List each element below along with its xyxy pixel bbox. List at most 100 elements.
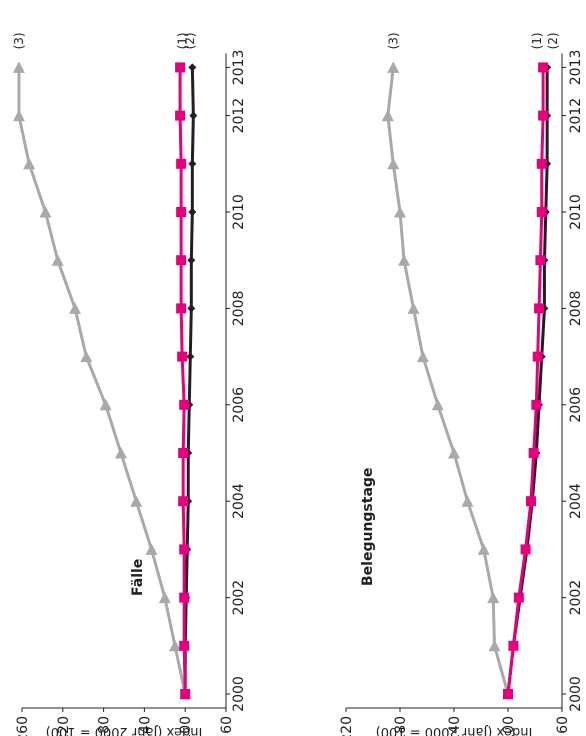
data-point: [188, 208, 197, 216]
data-point: [179, 640, 190, 651]
series-3: (3): [12, 32, 192, 700]
data-point: [130, 495, 143, 507]
data-point: [448, 447, 460, 459]
data-point: [407, 302, 420, 314]
data-point: [69, 302, 82, 314]
data-point: [177, 351, 188, 362]
data-point: [187, 256, 196, 265]
data-point: [179, 544, 190, 555]
data-point: [508, 640, 519, 651]
series-line: [506, 67, 545, 695]
series-label: (1): [530, 32, 544, 49]
data-point: [387, 61, 400, 73]
series-2: (2): [175, 32, 197, 699]
data-point: [534, 303, 545, 314]
x-tick-label: 2006: [231, 387, 247, 423]
x-tick-label: 2008: [568, 291, 584, 327]
x-tick-label: 2002: [231, 580, 247, 616]
series-label: (2): [546, 32, 560, 49]
data-point: [189, 111, 198, 120]
data-point: [538, 62, 549, 73]
data-point: [513, 592, 524, 603]
data-point: [12, 109, 25, 122]
data-point: [99, 398, 112, 411]
x-tick-label: 2010: [568, 194, 584, 230]
data-point: [387, 157, 400, 170]
data-point: [51, 254, 64, 266]
data-point: [525, 496, 536, 507]
series-label: (1): [175, 32, 189, 49]
data-point: [188, 159, 197, 168]
data-point: [145, 543, 158, 555]
y-tick-label: 180: [393, 716, 409, 736]
data-point: [186, 352, 195, 361]
y-tick-label: 100: [501, 716, 517, 736]
y-tick-label: 60: [555, 716, 571, 734]
chart-title: Belegungstage: [360, 468, 376, 586]
y-axis-title: Index (Jahr 2000 = 100): [46, 724, 203, 736]
data-point: [487, 591, 500, 604]
data-point: [12, 61, 25, 73]
data-point: [158, 591, 171, 604]
x-tick-label: 2010: [231, 194, 247, 230]
series-line: [178, 67, 187, 695]
x-tick-label: 2013: [568, 50, 584, 86]
data-point: [178, 496, 189, 507]
x-tick-label: 2012: [568, 98, 584, 134]
x-tick-label: 2006: [568, 387, 584, 423]
data-point: [538, 110, 549, 121]
data-point: [176, 158, 187, 169]
series-line: [17, 67, 187, 695]
chart-panel-1: 2000 2002 2004 2006 2008 2010 2012 2013 60 100 140…: [339, 32, 584, 736]
data-point: [188, 63, 197, 72]
data-point: [536, 207, 547, 217]
data-point: [114, 447, 127, 459]
y-tick-label: 220: [339, 716, 355, 736]
chart-panel-2: 2000 2002 2004 2006 2008 2010 2012 2013 60 100 140…: [12, 32, 247, 736]
data-point: [461, 495, 474, 507]
series-line: [386, 67, 510, 695]
data-point: [176, 255, 187, 266]
x-tick-label: 2008: [231, 291, 247, 327]
data-point: [503, 689, 513, 699]
series-label: (2): [183, 32, 197, 49]
y-tick-label: 220: [56, 716, 72, 736]
y-axis-title: Index (Jahr 2000 = 100): [376, 724, 533, 736]
data-point: [531, 399, 542, 410]
y-tick-label: 100: [178, 716, 194, 736]
data-point: [394, 206, 406, 218]
y-tick-label: 140: [137, 716, 153, 736]
series-label: (3): [12, 32, 26, 49]
data-point: [488, 639, 501, 652]
data-point: [431, 398, 444, 411]
data-point: [179, 399, 190, 410]
x-tick-label: 2004: [568, 483, 584, 519]
data-point: [169, 639, 181, 652]
data-point: [176, 207, 187, 217]
x-tick-label: 2002: [568, 580, 584, 616]
series-2: (2): [503, 32, 560, 699]
data-point: [180, 689, 191, 699]
data-point: [528, 448, 539, 458]
data-point: [176, 303, 187, 314]
data-point: [536, 158, 547, 169]
data-point: [416, 350, 429, 363]
x-tick-label: 2000: [231, 676, 247, 712]
data-point: [532, 351, 543, 362]
data-point: [175, 110, 186, 121]
y-tick-label: 260: [15, 716, 31, 736]
data-point: [39, 206, 52, 218]
data-point: [381, 109, 394, 122]
data-point: [535, 255, 546, 266]
y-tick-label: 60: [219, 716, 235, 734]
series-3: (3): [381, 32, 514, 700]
data-point: [520, 544, 531, 555]
data-point: [178, 448, 189, 458]
x-tick-label: 2004: [231, 483, 247, 519]
data-point: [175, 62, 186, 73]
y-tick-label: 180: [97, 716, 113, 736]
data-point: [477, 543, 490, 555]
data-point: [179, 592, 190, 603]
x-tick-label: 2000: [568, 676, 584, 712]
